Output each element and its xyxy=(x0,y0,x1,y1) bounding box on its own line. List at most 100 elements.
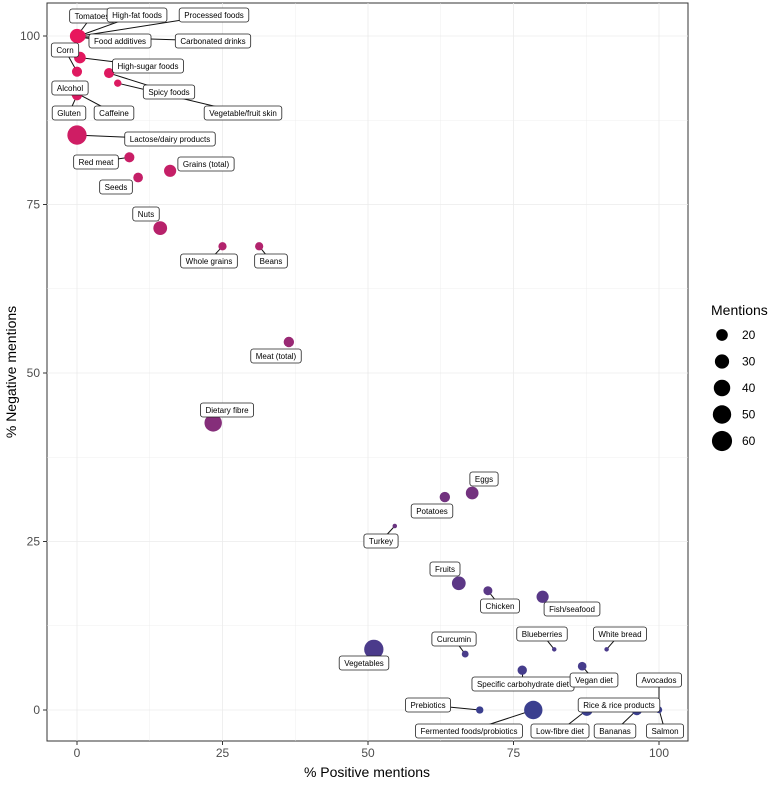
point-label-text: Meat (total) xyxy=(256,352,297,361)
point-label: Red meat xyxy=(73,154,119,170)
y-tick-label: 75 xyxy=(27,198,41,212)
point-label-text: Low-fibre diet xyxy=(536,727,585,736)
data-point xyxy=(72,31,83,42)
point-label-text: Processed foods xyxy=(184,11,244,20)
data-point xyxy=(476,706,484,714)
point-label-text: Fish/seafood xyxy=(549,605,595,614)
point-label: Vegetable/fruit skin xyxy=(203,105,283,121)
point-label-box xyxy=(180,253,238,269)
legend-title: Mentions xyxy=(711,302,768,318)
x-tick-label: 50 xyxy=(361,746,375,760)
point-label-text: Avocados xyxy=(642,676,677,685)
legend-size-key xyxy=(716,329,728,341)
point-label-text: Tomatoes xyxy=(75,12,110,21)
point-label: Curcumin xyxy=(431,631,477,647)
data-point xyxy=(218,242,227,251)
point-label: Potatoes xyxy=(410,503,454,519)
point-labels: Tomatoes High-fat foods Processed foods Foo… xyxy=(50,7,684,739)
point-label-text: Red meat xyxy=(79,158,114,167)
point-label-text: White bread xyxy=(598,630,641,639)
point-label-box xyxy=(174,33,252,49)
data-point xyxy=(164,164,177,177)
point-label-text: High-fat foods xyxy=(112,11,162,20)
point-label: Caffeine xyxy=(93,105,135,121)
data-point xyxy=(439,491,451,503)
point-label: Turkey xyxy=(363,533,399,549)
point-label-box xyxy=(254,253,288,269)
point-label-text: Grains (total) xyxy=(183,160,230,169)
data-point xyxy=(392,523,398,529)
point-label-box xyxy=(593,626,647,642)
point-label-text: Beans xyxy=(260,257,283,266)
point-label-text: Specific carbohydrate diet xyxy=(477,680,570,689)
points xyxy=(67,28,663,720)
legend-size-key xyxy=(712,405,732,424)
data-point xyxy=(483,586,493,596)
point-label-text: Turkey xyxy=(369,537,393,546)
point-label: Seeds xyxy=(99,179,133,195)
point-label-box xyxy=(543,601,601,617)
point-label-text: Corn xyxy=(56,46,73,55)
point-label-box xyxy=(112,58,184,74)
point-label-box xyxy=(569,672,619,688)
point-label: Nuts xyxy=(132,206,160,222)
plot-panel xyxy=(46,2,689,742)
data-point xyxy=(133,172,143,183)
point-label-text: Lactose/dairy products xyxy=(130,135,211,144)
point-label: Meat (total) xyxy=(250,348,302,364)
point-label-box xyxy=(51,105,87,121)
point-label-box xyxy=(646,723,684,739)
point-label: Grains (total) xyxy=(177,156,235,172)
point-label: Prebiotics xyxy=(405,697,451,713)
y-tick-label: 0 xyxy=(33,703,40,717)
point-label: Eggs xyxy=(469,471,499,487)
point-label-text: Gluten xyxy=(57,109,81,118)
data-point xyxy=(283,336,295,348)
point-label-text: Vegetable/fruit skin xyxy=(209,109,277,118)
point-label-text: Chicken xyxy=(486,602,515,611)
point-label-box xyxy=(410,503,454,519)
data-point xyxy=(71,66,83,77)
point-label-box xyxy=(124,131,216,147)
data-point xyxy=(604,647,609,652)
point-label-box xyxy=(363,533,399,549)
point-label: Gluten xyxy=(51,105,87,121)
data-point xyxy=(465,486,479,500)
point-label-text: Whole grains xyxy=(186,257,233,266)
point-label: Dietary fibre xyxy=(200,402,254,418)
x-axis-title: % Positive mentions xyxy=(304,764,430,780)
size-legend: Mentions 20 30 40 50 60 xyxy=(711,302,768,452)
point-label-box xyxy=(51,80,89,96)
point-label: Spicy foods xyxy=(142,84,196,100)
data-point xyxy=(524,700,543,720)
point-label: Carbonated drinks xyxy=(174,33,252,49)
point-label-text: Alcohol xyxy=(57,84,83,93)
point-label: Fruits xyxy=(429,561,461,577)
point-label-text: Dietary fibre xyxy=(205,406,249,415)
y-tick-label: 50 xyxy=(27,366,41,380)
point-label-text: Food additives xyxy=(94,37,146,46)
point-label: Rice & rice products xyxy=(577,697,661,713)
point-label-box xyxy=(200,402,254,418)
data-point xyxy=(103,68,115,79)
point-label-text: Seeds xyxy=(105,183,128,192)
point-label: Corn xyxy=(50,42,80,58)
point-label: Whole grains xyxy=(180,253,238,269)
data-point xyxy=(255,242,264,251)
point-label-box xyxy=(431,631,477,647)
legend-size-key xyxy=(713,379,731,397)
point-label-text: Curcumin xyxy=(437,635,471,644)
data-point xyxy=(461,650,469,658)
point-label-text: High-sugar foods xyxy=(118,62,179,71)
point-label: Specific carbohydrate diet xyxy=(471,676,575,692)
point-label-box xyxy=(415,723,523,739)
point-label-box xyxy=(93,105,135,121)
point-label: White bread xyxy=(593,626,647,642)
point-label-box xyxy=(516,626,568,642)
point-label-box xyxy=(203,105,283,121)
point-label-box xyxy=(99,179,133,195)
data-point xyxy=(551,647,557,652)
point-label-text: Blueberries xyxy=(522,630,562,639)
y-tick-label: 25 xyxy=(27,535,41,549)
